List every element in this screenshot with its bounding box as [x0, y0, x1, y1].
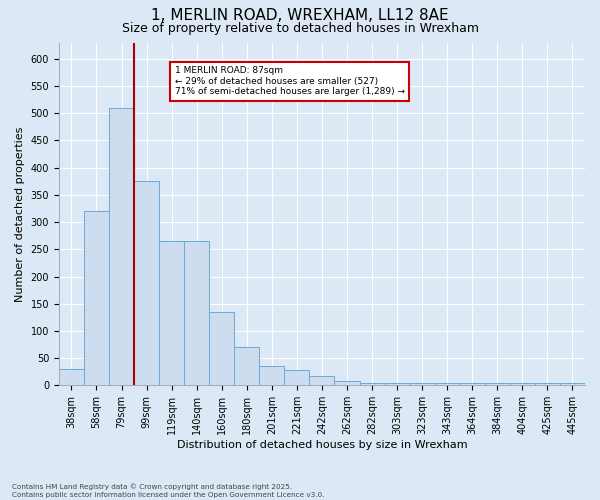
Bar: [109, 108, 134, 386]
Bar: [385, 382, 410, 386]
Bar: [410, 383, 434, 386]
Bar: [209, 312, 234, 386]
X-axis label: Distribution of detached houses by size in Wrexham: Distribution of detached houses by size …: [176, 440, 467, 450]
Bar: [234, 348, 259, 386]
Text: 1, MERLIN ROAD, WREXHAM, LL12 8AE: 1, MERLIN ROAD, WREXHAM, LL12 8AE: [151, 8, 449, 22]
Bar: [59, 369, 84, 386]
Bar: [535, 383, 560, 386]
Bar: [460, 383, 485, 386]
Text: Size of property relative to detached houses in Wrexham: Size of property relative to detached ho…: [121, 22, 479, 35]
Bar: [510, 383, 535, 386]
Bar: [284, 370, 310, 386]
Bar: [485, 383, 510, 386]
Bar: [334, 381, 359, 386]
Bar: [310, 376, 334, 386]
Bar: [84, 211, 109, 386]
Bar: [434, 383, 460, 386]
Y-axis label: Number of detached properties: Number of detached properties: [15, 126, 25, 302]
Text: 1 MERLIN ROAD: 87sqm
← 29% of detached houses are smaller (527)
71% of semi-deta: 1 MERLIN ROAD: 87sqm ← 29% of detached h…: [175, 66, 404, 96]
Text: Contains HM Land Registry data © Crown copyright and database right 2025.
Contai: Contains HM Land Registry data © Crown c…: [12, 484, 325, 498]
Bar: [134, 182, 159, 386]
Bar: [184, 241, 209, 386]
Bar: [259, 366, 284, 386]
Bar: [359, 382, 385, 386]
Bar: [560, 383, 585, 386]
Bar: [159, 241, 184, 386]
